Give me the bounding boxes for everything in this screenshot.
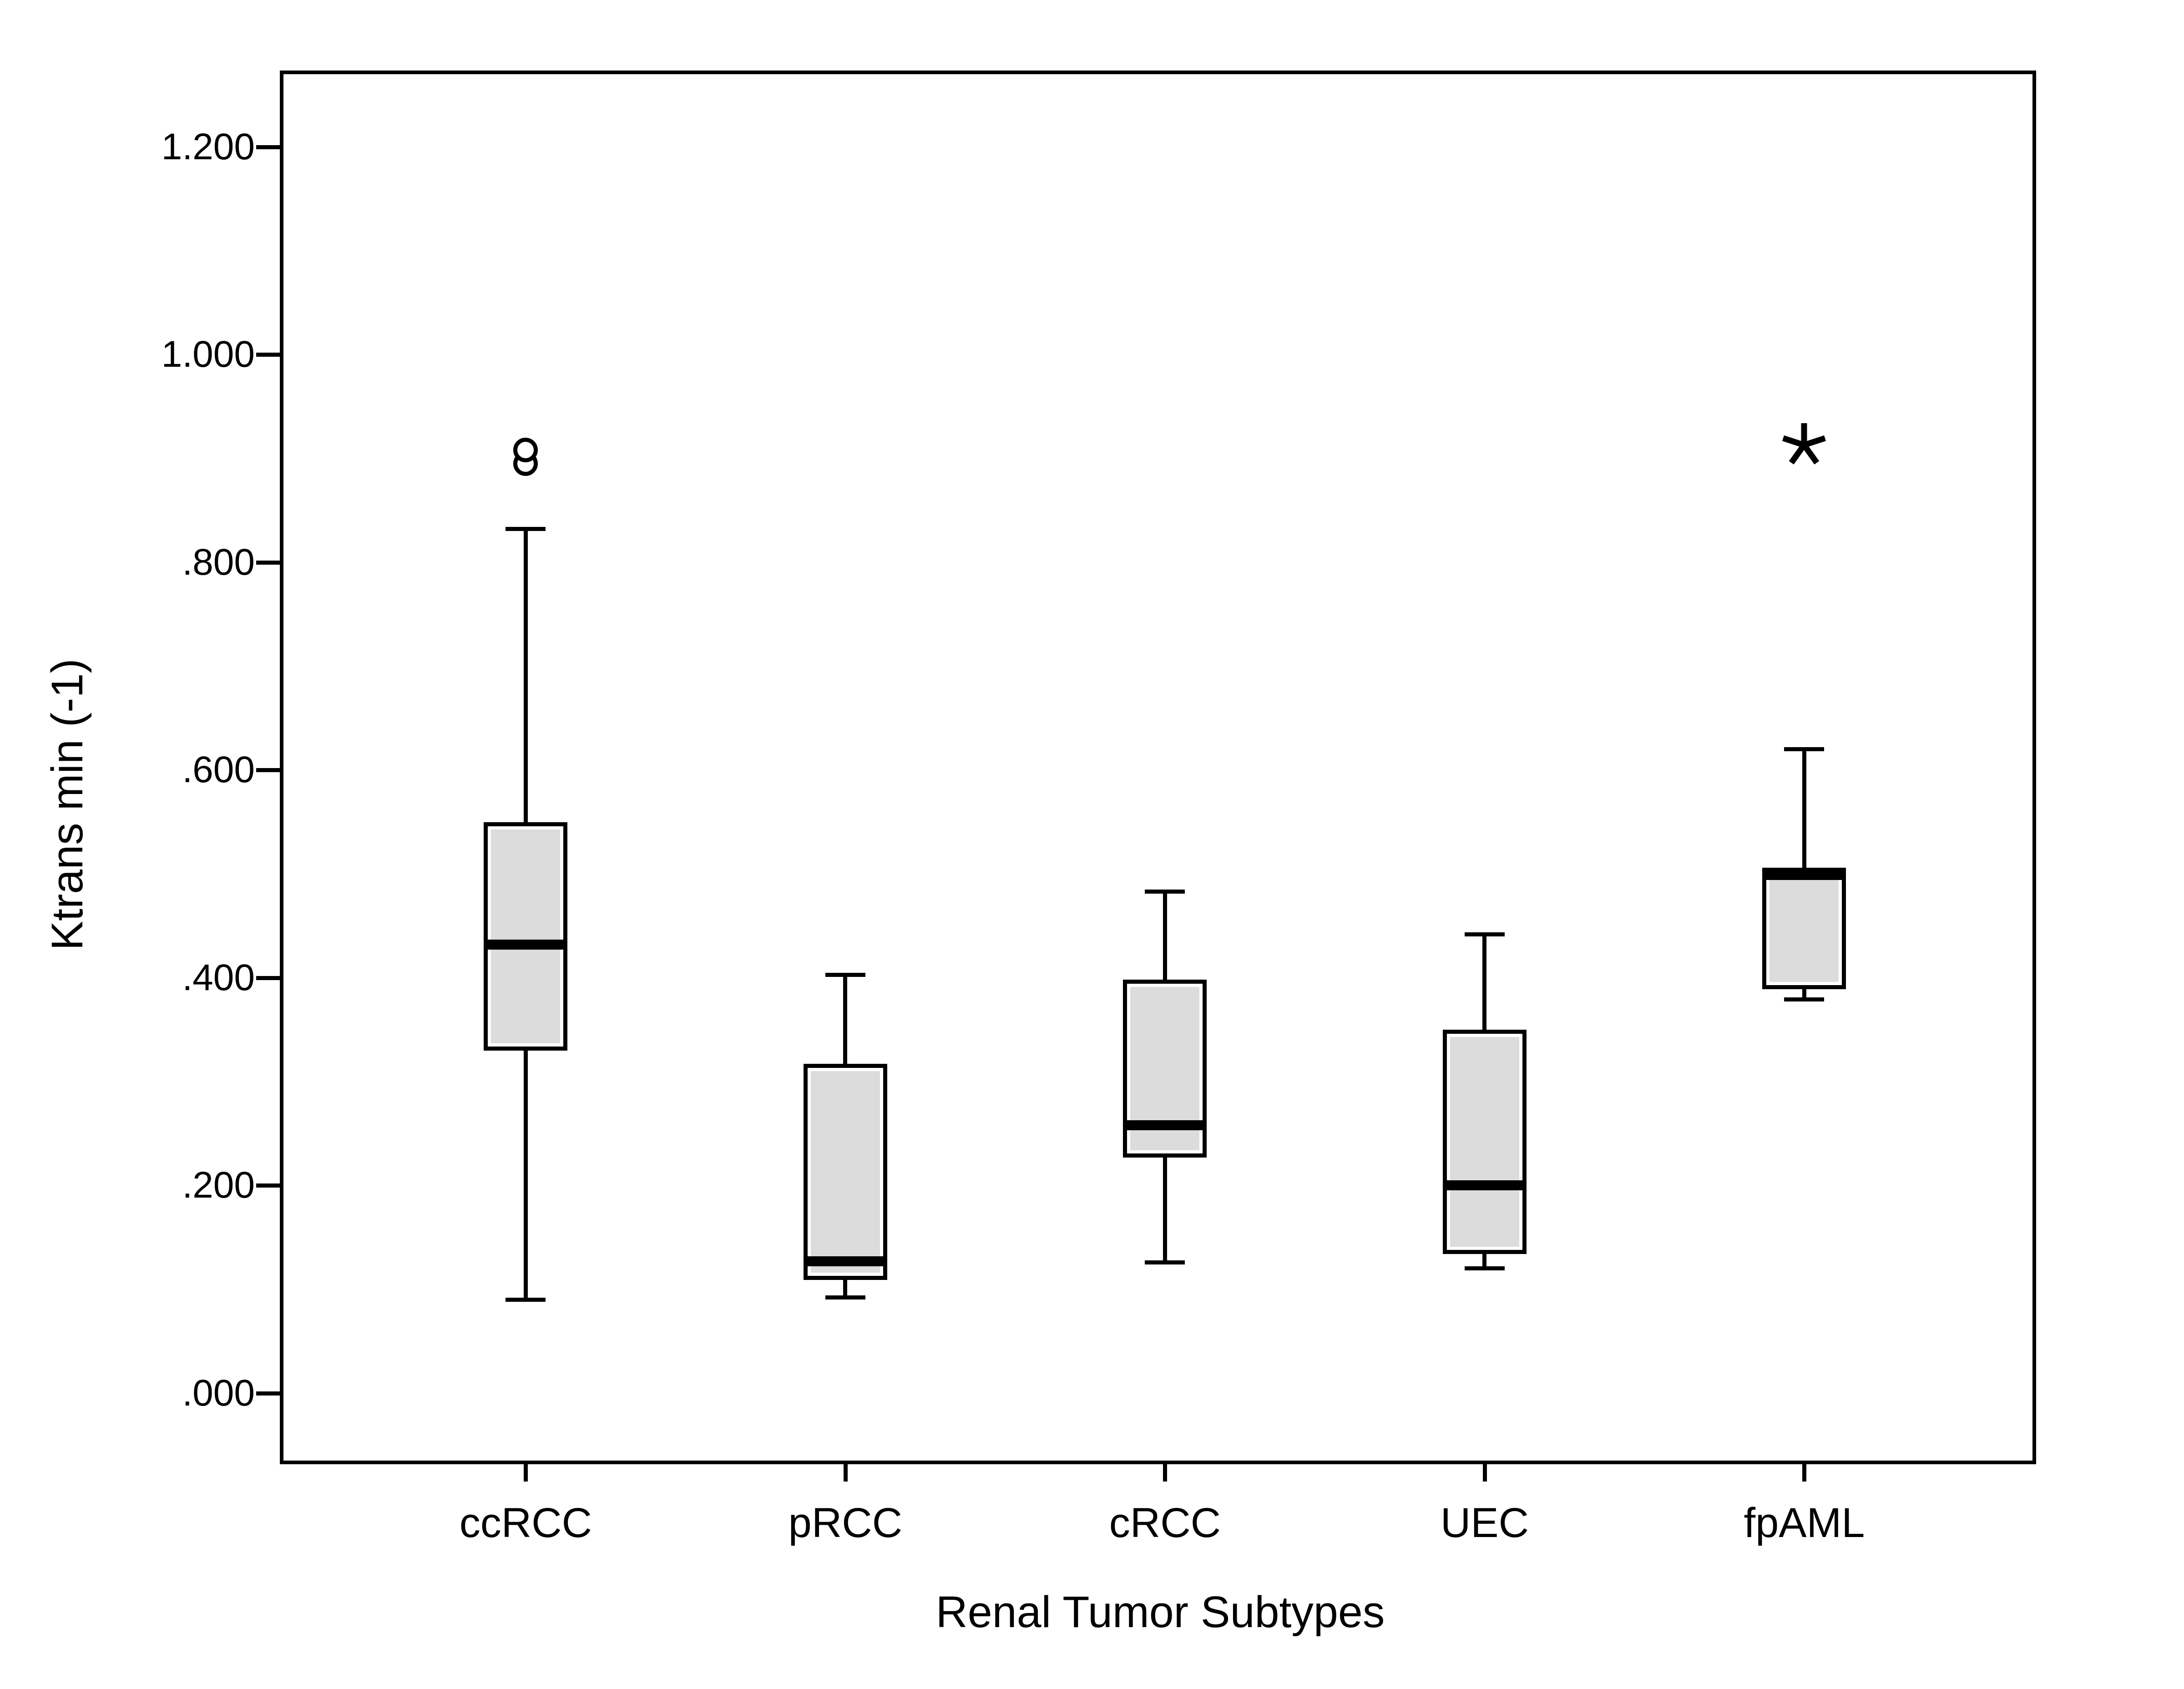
y-tick-label: .200 xyxy=(182,1164,255,1206)
whisker-upper-line xyxy=(1482,934,1487,1030)
iqr-box xyxy=(484,822,568,1051)
iqr-box xyxy=(803,1064,887,1280)
y-tick-label: .000 xyxy=(182,1372,255,1414)
whisker-lower-cap xyxy=(1464,1266,1505,1271)
whisker-upper-line xyxy=(1802,749,1806,868)
whisker-lower-cap xyxy=(1145,1260,1185,1264)
x-tick-mark xyxy=(1482,1464,1487,1482)
iqr-box xyxy=(1442,1030,1527,1254)
whisker-lower-cap xyxy=(1784,997,1825,1002)
x-category-label: ccRCC xyxy=(459,1500,592,1546)
outlier-circle-icon xyxy=(513,438,538,463)
whisker-upper-cap xyxy=(1464,932,1505,936)
whisker-upper-line xyxy=(843,975,848,1064)
y-tick-label: .800 xyxy=(182,541,255,583)
whisker-lower-line xyxy=(523,1050,528,1300)
plot-area xyxy=(280,71,2036,1464)
whisker-lower-line xyxy=(843,1280,848,1298)
x-tick-mark xyxy=(843,1464,848,1482)
whisker-upper-line xyxy=(523,529,528,822)
y-tick-mark xyxy=(256,976,280,980)
iqr-box xyxy=(1123,980,1207,1158)
whisker-lower-line xyxy=(1482,1254,1487,1269)
whisker-upper-line xyxy=(1163,891,1167,980)
extreme-asterisk-icon xyxy=(1779,420,1829,470)
median-line xyxy=(807,1256,883,1267)
y-tick-mark xyxy=(256,353,280,357)
whisker-lower-cap xyxy=(825,1295,865,1300)
whisker-lower-line xyxy=(1802,989,1806,1000)
median-line xyxy=(1766,870,1842,880)
y-tick-mark xyxy=(256,560,280,565)
whisker-upper-cap xyxy=(1145,889,1185,894)
iqr-box xyxy=(1762,867,1846,989)
x-category-label: UEC xyxy=(1440,1500,1529,1546)
x-tick-mark xyxy=(1802,1464,1807,1482)
y-tick-label: .600 xyxy=(182,749,255,791)
x-axis-title: Renal Tumor Subtypes xyxy=(935,1587,1385,1637)
y-tick-label: 1.000 xyxy=(161,334,255,375)
whisker-upper-cap xyxy=(506,527,546,531)
median-line xyxy=(1127,1120,1203,1131)
y-tick-mark xyxy=(256,768,280,773)
whisker-upper-cap xyxy=(825,972,865,977)
y-tick-mark xyxy=(256,1391,280,1396)
y-axis-title: Ktrans min (-1) xyxy=(42,658,92,951)
whisker-lower-line xyxy=(1163,1157,1167,1263)
whisker-upper-cap xyxy=(1784,747,1825,752)
median-line xyxy=(488,939,564,950)
x-tick-mark xyxy=(1163,1464,1168,1482)
whisker-lower-cap xyxy=(506,1297,546,1302)
x-tick-mark xyxy=(524,1464,528,1482)
y-tick-label: 1.200 xyxy=(161,126,255,167)
y-tick-mark xyxy=(256,1183,280,1188)
y-tick-mark xyxy=(256,145,280,149)
x-category-label: fpAML xyxy=(1744,1500,1865,1546)
median-line xyxy=(1446,1180,1522,1191)
x-category-label: cRCC xyxy=(1109,1500,1221,1546)
y-tick-label: .400 xyxy=(182,956,255,998)
x-category-label: pRCC xyxy=(788,1500,903,1546)
